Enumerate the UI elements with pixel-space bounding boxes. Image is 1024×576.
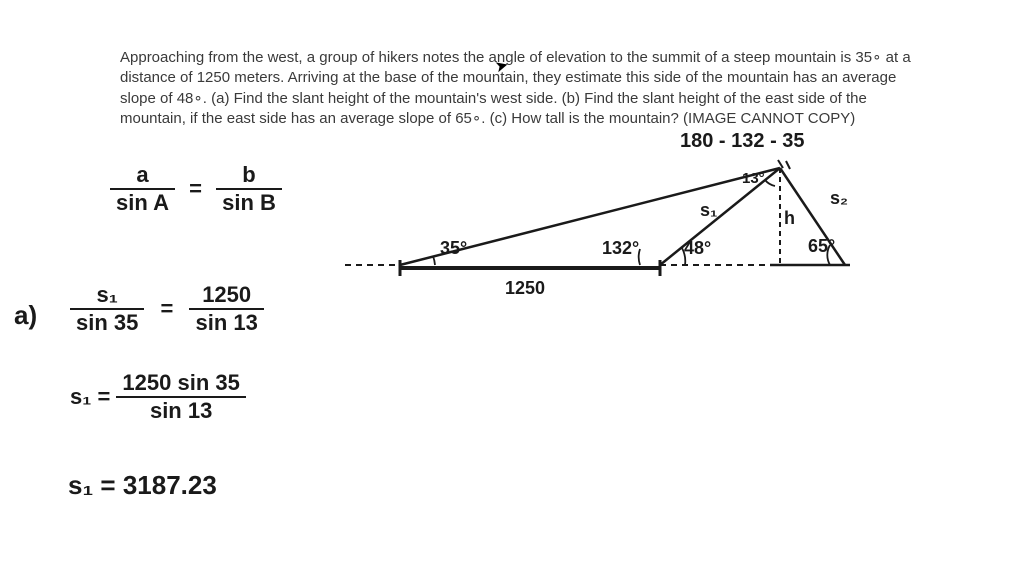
eq1-lhs-den: sin 35 <box>70 310 144 336</box>
eq2-lhs: s₁ = <box>70 384 110 409</box>
los-lhs-den: sin A <box>110 190 175 216</box>
los-rhs-den: sin B <box>216 190 282 216</box>
label-65: 65° <box>808 236 835 257</box>
law-of-sines: a sin A = b sin B <box>110 162 282 216</box>
eq2-num: 1250 sin 35 <box>116 370 245 398</box>
eq2-den: sin 13 <box>116 398 245 424</box>
label-base: 1250 <box>505 278 545 299</box>
eq1-rhs-num: 1250 <box>189 282 263 310</box>
part-a-eq2: s₁ = 1250 sin 35 sin 13 <box>70 370 246 424</box>
mountain-diagram: 1250 35° 132° 48° 13° 65° s₁ s₂ h <box>340 150 900 330</box>
label-35: 35° <box>440 238 467 259</box>
label-48: 48° <box>684 238 711 259</box>
label-13: 13° <box>742 170 765 187</box>
part-a-eq1: s₁ sin 35 = 1250 sin 13 <box>70 282 264 336</box>
label-s2: s₂ <box>830 188 848 209</box>
label-132: 132° <box>602 238 639 259</box>
los-rhs-num: b <box>216 162 282 190</box>
label-h: h <box>784 208 795 229</box>
part-a-result: s₁ = 3187.23 <box>68 470 217 501</box>
problem-statement: Approaching from the west, a group of hi… <box>120 48 920 129</box>
part-a-label: a) <box>14 300 37 331</box>
eq1-rhs-den: sin 13 <box>189 310 263 336</box>
label-s1: s₁ <box>700 200 717 221</box>
eq1-lhs-num: s₁ <box>70 282 144 310</box>
los-lhs-num: a <box>110 162 175 190</box>
